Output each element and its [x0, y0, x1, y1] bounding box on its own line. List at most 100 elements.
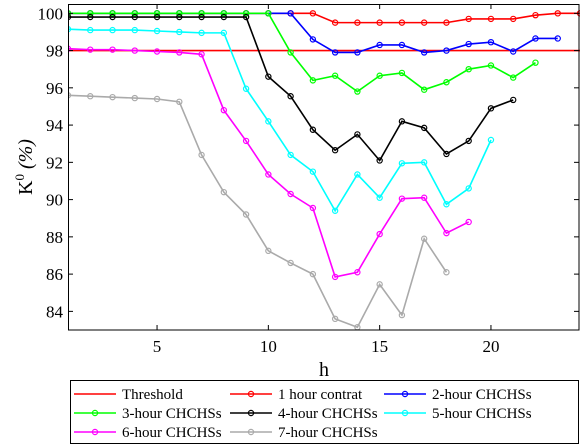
data-point	[398, 41, 406, 49]
legend-marker	[247, 390, 255, 398]
data-point	[354, 88, 361, 95]
data-point	[87, 93, 94, 100]
y-axis-label-base: K	[15, 180, 37, 195]
data-point	[354, 19, 361, 26]
data-point	[198, 151, 205, 159]
data-point	[309, 36, 317, 43]
data-point	[487, 38, 495, 46]
data-point	[331, 315, 339, 323]
data-point	[554, 35, 561, 42]
data-point	[398, 118, 406, 125]
data-point	[465, 15, 472, 23]
y-axis-label-unit: (%)	[15, 139, 37, 174]
data-point	[510, 74, 517, 81]
data-point	[376, 194, 383, 201]
data-point	[220, 10, 228, 17]
data-point	[532, 35, 539, 42]
series-line-4	[68, 16, 514, 162]
y-tick-label: 92	[46, 153, 63, 172]
data-point	[465, 137, 472, 145]
data-point	[487, 15, 495, 23]
data-point	[242, 13, 250, 21]
legend-label: Threshold	[122, 387, 183, 403]
data-point	[510, 15, 517, 23]
series-7	[68, 92, 450, 330]
data-point	[420, 19, 428, 26]
x-tick-label: 10	[260, 337, 277, 356]
data-point	[420, 235, 428, 242]
data-point	[265, 118, 272, 125]
data-point	[376, 230, 383, 238]
data-point	[198, 13, 205, 21]
y-axis-label-superscript: 0	[12, 174, 27, 181]
data-point	[465, 40, 472, 48]
data-point	[354, 269, 361, 276]
data-point	[487, 62, 495, 69]
data-point	[309, 77, 317, 84]
y-tick-label: 94	[46, 116, 64, 135]
legend-item: 6-hour CHCHSs	[74, 425, 222, 441]
data-point	[87, 10, 94, 17]
data-point	[443, 79, 450, 86]
data-point	[331, 273, 339, 281]
data-point	[265, 73, 272, 80]
data-point	[376, 72, 383, 79]
legend-item: 3-hour CHCHSs	[74, 406, 222, 422]
data-point	[176, 98, 183, 106]
data-point	[487, 105, 495, 112]
data-point	[109, 10, 116, 17]
data-point	[309, 10, 317, 17]
data-point	[510, 96, 517, 104]
data-point	[176, 10, 183, 17]
data-point	[331, 207, 339, 214]
y-axis: 84 86 88 90 92 94 96 98 100	[38, 4, 579, 321]
data-point	[510, 48, 517, 55]
y-axis-label: K0 (%)	[12, 139, 37, 195]
data-point	[287, 190, 294, 198]
legend-item: 5-hour CHCHSs	[384, 406, 532, 422]
data-point	[309, 126, 317, 133]
data-point	[443, 269, 450, 276]
data-point	[220, 13, 228, 21]
legend-label: 1 hour contrat	[278, 387, 363, 403]
data-point	[331, 49, 339, 56]
data-point	[465, 218, 472, 226]
data-point	[354, 131, 361, 138]
data-point	[265, 171, 272, 178]
series-line-6	[68, 47, 470, 278]
data-point	[420, 159, 428, 166]
data-point	[87, 26, 94, 34]
legend-label: 5-hour CHCHSs	[432, 406, 532, 422]
data-point	[309, 270, 317, 278]
data-point	[287, 151, 294, 159]
data-point	[287, 10, 294, 17]
data-point	[331, 19, 339, 26]
data-point	[265, 10, 272, 17]
data-point	[176, 49, 183, 56]
data-point	[131, 13, 138, 21]
x-tick-label: 5	[153, 337, 162, 356]
series-line-1	[68, 12, 580, 24]
y-tick-label: 84	[46, 302, 64, 321]
series-line-7	[68, 94, 448, 329]
data-point	[131, 10, 138, 17]
series-line-3	[68, 12, 536, 93]
data-point	[331, 147, 339, 154]
data-point	[109, 26, 116, 34]
legend-label: 3-hour CHCHSs	[122, 406, 222, 422]
data-point	[242, 137, 250, 145]
data-point	[532, 59, 539, 66]
data-point	[265, 247, 272, 255]
data-point	[376, 19, 383, 26]
data-point	[309, 168, 317, 175]
x-tick-label: 15	[371, 337, 388, 356]
data-point	[376, 157, 383, 164]
legend-item: 2-hour CHCHSs	[384, 387, 532, 403]
legend-marker	[91, 409, 99, 417]
data-point	[131, 47, 138, 54]
data-point	[287, 93, 294, 100]
data-point	[109, 46, 116, 53]
data-point	[398, 311, 406, 319]
data-point	[131, 94, 138, 102]
data-point	[220, 29, 228, 37]
